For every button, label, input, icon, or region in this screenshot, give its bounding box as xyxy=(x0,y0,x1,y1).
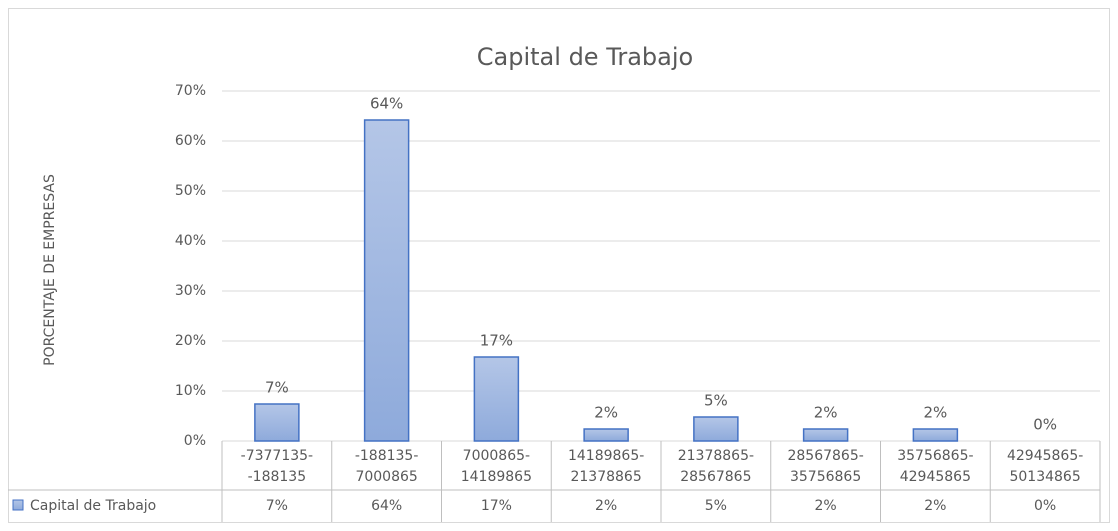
legend-key xyxy=(12,499,24,511)
bar xyxy=(363,119,410,442)
data-label: 64% xyxy=(370,95,403,113)
y-axis-label: PORCENTAJE DE EMPRESAS xyxy=(42,174,58,366)
table-value: 2% xyxy=(924,498,946,514)
table-value: 7% xyxy=(266,498,288,514)
data-label: 7% xyxy=(265,379,289,397)
bar xyxy=(693,416,739,442)
y-tick-label: 30% xyxy=(175,283,206,299)
data-label: 5% xyxy=(704,392,728,410)
x-tick-label: 35756865-42945865 xyxy=(897,448,973,485)
chart-title: Capital de Trabajo xyxy=(477,43,693,71)
x-tick-label: -7377135--188135 xyxy=(241,448,313,485)
bar xyxy=(254,403,300,442)
y-tick-label: 70% xyxy=(175,83,206,99)
x-tick-label: 28567865-35756865 xyxy=(787,448,863,485)
table-value: 5% xyxy=(705,498,727,514)
bar xyxy=(583,428,629,442)
chart-border xyxy=(8,8,1110,523)
table-value: 17% xyxy=(481,498,512,514)
bar xyxy=(473,356,520,442)
y-tick-label: 60% xyxy=(175,133,206,149)
table-value: 2% xyxy=(595,498,617,514)
data-label: 2% xyxy=(594,404,618,422)
data-label: 2% xyxy=(923,404,947,422)
x-tick-label: 42945865-50134865 xyxy=(1007,448,1083,485)
table-value: 64% xyxy=(371,498,402,514)
bar xyxy=(912,428,959,442)
data-label: 0% xyxy=(1033,416,1057,434)
x-tick-label: -188135-7000865 xyxy=(355,448,419,485)
x-tick-label: 21378865-28567865 xyxy=(678,448,754,485)
y-tick-label: 10% xyxy=(175,383,206,399)
bar xyxy=(802,428,849,442)
table-value: 2% xyxy=(815,498,837,514)
table-value: 0% xyxy=(1034,498,1056,514)
x-tick-label: 14189865-21378865 xyxy=(568,448,644,485)
data-label: 2% xyxy=(814,404,838,422)
y-tick-label: 50% xyxy=(175,183,206,199)
legend-label: Capital de Trabajo xyxy=(30,498,156,514)
data-label: 17% xyxy=(480,332,513,350)
x-tick-label: 7000865-14189865 xyxy=(461,448,532,485)
y-tick-label: 0% xyxy=(184,433,206,449)
y-tick-label: 40% xyxy=(175,233,206,249)
y-tick-label: 20% xyxy=(175,333,206,349)
